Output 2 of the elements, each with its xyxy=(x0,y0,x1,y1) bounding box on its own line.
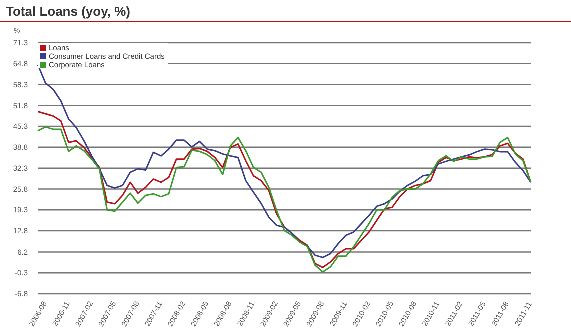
chart-title: Total Loans (yoy, %) xyxy=(6,4,130,19)
line-series xyxy=(37,64,532,258)
